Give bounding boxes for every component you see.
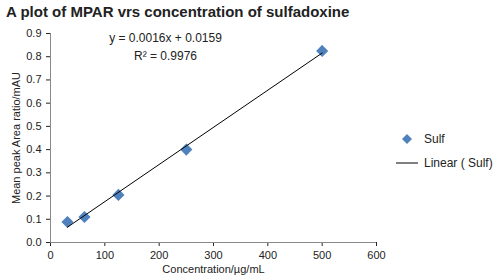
svg-text:400: 400 bbox=[259, 249, 277, 261]
svg-text:0.5: 0.5 bbox=[26, 120, 41, 132]
svg-text:0.9: 0.9 bbox=[26, 27, 41, 39]
html-text:A plot of MPAR vrs concentrati: A plot of MPAR vrs concentration of sulf… bbox=[6, 3, 350, 20]
svg-text:300: 300 bbox=[204, 249, 222, 261]
svg-text:500: 500 bbox=[313, 249, 331, 261]
svg-text:Concentration/µg/mL: Concentration/µg/mL bbox=[162, 263, 264, 275]
svg-text:0.2: 0.2 bbox=[26, 190, 41, 202]
html-text:Linear ( Sulf): Linear ( Sulf) bbox=[424, 155, 493, 170]
svg-text:0: 0 bbox=[47, 249, 53, 261]
svg-text:0.1: 0.1 bbox=[26, 213, 41, 225]
svg-text:600: 600 bbox=[367, 249, 385, 261]
svg-text:0.8: 0.8 bbox=[26, 50, 41, 62]
svg-text:100: 100 bbox=[96, 249, 114, 261]
svg-text:0.3: 0.3 bbox=[26, 166, 41, 178]
svg-text:R² = 0.9976: R² = 0.9976 bbox=[134, 49, 197, 63]
svg-text:200: 200 bbox=[150, 249, 168, 261]
svg-text:Mean peak Area ratio/mAU: Mean peak Area ratio/mAU bbox=[10, 72, 22, 204]
svg-text:0.4: 0.4 bbox=[26, 143, 41, 155]
svg-text:0.7: 0.7 bbox=[26, 73, 41, 85]
svg-text:y = 0.0016x + 0.0159: y = 0.0016x + 0.0159 bbox=[109, 31, 222, 45]
html-text:Sulf: Sulf bbox=[424, 131, 445, 146]
svg-text:0.0: 0.0 bbox=[26, 236, 41, 248]
svg-text:0.6: 0.6 bbox=[26, 97, 41, 109]
